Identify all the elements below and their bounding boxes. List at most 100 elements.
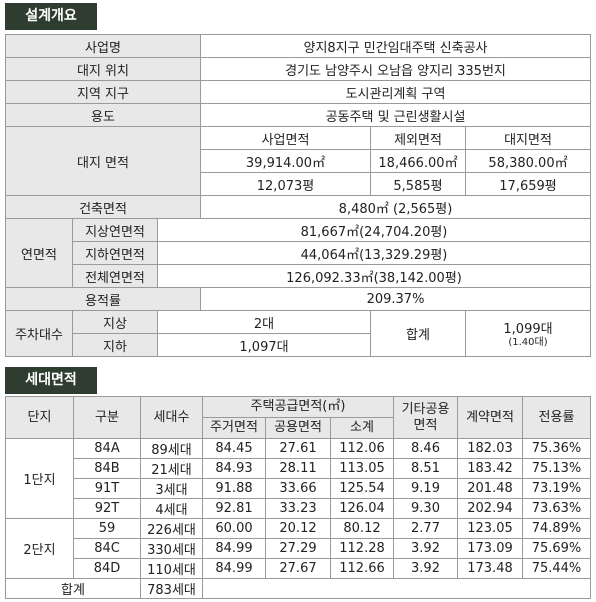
row: 2단지 59 226세대 60.00 20.12 80.12 2.77 123.05 74.89…: [5, 518, 591, 579]
per-unit: (1.40대): [508, 337, 548, 348]
value: 5,585평: [370, 172, 466, 196]
complex: 2단지: [5, 518, 74, 579]
cell: 84C: [73, 538, 141, 559]
cell: 74.89%: [522, 518, 591, 539]
value: 2대: [157, 310, 371, 334]
label: 사업명: [5, 34, 201, 58]
value: 1,097대: [157, 333, 371, 357]
units-body: 1단지 84A 89세대 84.45 27.61 112.06 8.46 182.03 75.3…: [5, 438, 591, 599]
value: 공동주택 및 근린생활시설: [199, 103, 592, 127]
cell: 33.66: [265, 478, 331, 499]
value: 209.37%: [199, 287, 592, 311]
value: 12,073평: [200, 172, 371, 196]
cell: 112.06: [330, 438, 394, 459]
value: 81,667㎡(24,704.20평): [156, 218, 592, 242]
cell: 8.46: [393, 438, 458, 459]
header: 기타공용 면적: [393, 396, 458, 439]
value: 양지8지구 민간임대주택 신축공사: [199, 34, 592, 58]
sub-header: 사업면적: [200, 126, 371, 150]
header: 세대수: [140, 396, 203, 439]
sub-label: 전체연면적: [72, 264, 158, 288]
value: 8,480㎡ (2,565평): [199, 195, 592, 219]
cell: 84B: [73, 458, 141, 479]
cell: 28.11: [265, 458, 331, 479]
header: 주택공급면적(㎡): [202, 396, 394, 418]
sub-label: 지상: [72, 310, 158, 334]
cell: 91T: [73, 478, 141, 499]
header: 단지: [5, 396, 74, 439]
value: 17,659평: [464, 172, 592, 196]
row: 합계 783세대: [5, 578, 591, 599]
cell: 3.92: [393, 538, 458, 559]
total-cell: 1,099대 (1.40대): [464, 310, 592, 357]
total-value: 1,099대: [503, 322, 553, 337]
cell: 202.94: [457, 498, 523, 519]
cell: 84.93: [202, 458, 266, 479]
value: 도시관리계획 구역: [199, 80, 592, 104]
cell: 60.00: [202, 518, 266, 539]
value: 126,092.33㎡(38,142.00평): [156, 264, 592, 288]
cell: 33.23: [265, 498, 331, 519]
row: 84D 110세대 84.99 27.67 112.66 3.92 173.48 75.44%: [6, 558, 591, 579]
sub-header: 제외면적: [370, 126, 466, 150]
label: 연면적: [5, 218, 73, 288]
cell: 3.92: [393, 558, 458, 579]
section-tab: 세대면적: [5, 367, 97, 394]
cell: 20.12: [265, 518, 331, 539]
label: 대지 위치: [5, 57, 201, 81]
cell: 173.09: [457, 538, 523, 559]
cell: 183.42: [457, 458, 523, 479]
cell: 125.54: [330, 478, 394, 499]
row: 84C 330세대 84.99 27.29 112.28 3.92 173.09 75.69%: [6, 538, 591, 559]
total-label: 합계: [5, 578, 141, 599]
cell: 112.28: [330, 538, 394, 559]
cell: 9.19: [393, 478, 458, 499]
label: 주차대수: [5, 310, 73, 357]
value: 58,380.00㎡: [464, 149, 592, 173]
cell: 330세대: [140, 538, 203, 559]
header: 소계: [330, 417, 394, 439]
cell: 73.19%: [522, 478, 591, 499]
cell: 27.61: [265, 438, 331, 459]
cell: 113.05: [330, 458, 394, 479]
label: 건축면적: [5, 195, 201, 219]
label: 용도: [5, 103, 201, 127]
cell: 2.77: [393, 518, 458, 539]
cell: 4세대: [140, 498, 203, 519]
header: 전용률: [522, 396, 591, 439]
cell: 91.88: [202, 478, 266, 499]
row: 84B 21세대 84.93 28.11 113.05 8.51 183.42 75.13%: [6, 458, 591, 479]
cell: 173.48: [457, 558, 523, 579]
cell: 84D: [73, 558, 141, 579]
cell: 75.44%: [522, 558, 591, 579]
cell: 3세대: [140, 478, 203, 499]
cell: 110세대: [140, 558, 203, 579]
label: 대지 면적: [5, 126, 201, 196]
header: 구분: [73, 396, 141, 439]
cell: 112.66: [330, 558, 394, 579]
cell: 84A: [73, 438, 141, 459]
cell: 8.51: [393, 458, 458, 479]
sub-label: 지하연면적: [72, 241, 158, 265]
cell: 84.99: [202, 538, 266, 559]
cell: 126.04: [330, 498, 394, 519]
empty: [202, 578, 591, 599]
overview-table: 사업명 양지8지구 민간임대주택 신축공사 대지 위치 경기도 남양주시 오남읍 양…: [5, 34, 592, 357]
cell: 92.81: [202, 498, 266, 519]
sub-label: 지상연면적: [72, 218, 158, 242]
row: 92T 4세대 92.81 33.23 126.04 9.30 202.94 73.63%: [6, 498, 591, 519]
value: 44,064㎡(13,329.29평): [156, 241, 592, 265]
cell: 75.69%: [522, 538, 591, 559]
sub-header: 대지면적: [464, 126, 592, 150]
cell: 9.30: [393, 498, 458, 519]
cell: 59: [73, 518, 141, 539]
label: 지역 지구: [5, 80, 201, 104]
cell: 84.45: [202, 438, 266, 459]
label: 용적률: [5, 287, 201, 311]
cell: 80.12: [330, 518, 394, 539]
header: 공용면적: [265, 417, 331, 439]
cell: 123.05: [457, 518, 523, 539]
value: 경기도 남양주시 오남읍 양지리 335번지: [199, 57, 592, 81]
cell: 182.03: [457, 438, 523, 459]
